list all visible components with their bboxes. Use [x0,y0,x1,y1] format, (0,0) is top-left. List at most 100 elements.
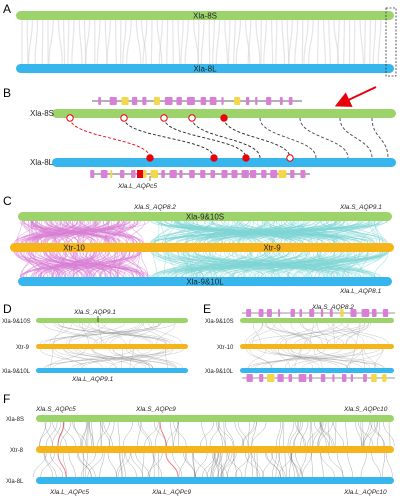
panel-f-link-top [209,421,221,447]
panel-e-link-top [356,322,361,345]
panel-d-link-bottom [50,348,54,369]
panel-a-link [158,19,163,65]
panel-b: B Xla-8S Xla-8L Xla.L_AQPc5 [3,86,396,190]
panel-f-gene-bottom-3: Xla.L_AQPc10 [343,489,387,496]
panel-f-link-bottom [290,452,298,478]
panel-a-link [78,19,83,65]
panel-f-link-top [60,421,71,447]
panel-e-top-gene [290,309,295,317]
panel-d-link-bottom [63,348,174,369]
panel-f-gene-top-3: Xla.S_AQPc10 [343,406,388,413]
panel-c-link-bottom-right [358,251,369,278]
panel-f-link-top [377,421,380,447]
panel-e-top-gene [350,309,357,317]
panel-e-chr-label-bottom: Xla-9&10L [205,369,234,375]
panel-f-link-bottom [178,452,187,478]
panel-a-link [200,19,205,65]
panel-d-link-bottom [52,348,134,369]
panel-a: A Xla-8S Xla-8L [3,2,397,77]
panel-f-link-bottom [183,452,196,478]
panel-b-marker-top [160,114,168,122]
panel-e-link-top [290,322,308,345]
panel-f-link-top [62,421,76,447]
panel-b-top-gene [142,97,147,105]
panel-f-link-top [200,421,215,447]
panel-c-link-top-left [24,220,123,244]
panel-a-bottom-chr-label: Xla-8L [193,65,217,74]
panel-c-link-top-left [28,220,31,244]
panel-c-link-bottom-right [354,251,384,278]
panel-c-link-top-left [105,220,134,244]
panel-c-link-bottom-right [188,251,193,278]
panel-f-link-top [170,421,174,447]
panel-d-gene-top: Xla.S_AQP9.1 [73,309,116,316]
panel-f-link-bottom [50,452,64,478]
panel-b-label: B [3,86,11,100]
panel-b-bottom-gene [290,170,295,178]
panel-b-bottom-gene [100,170,108,178]
panel-f-link-top [138,421,150,447]
panel-a-link [245,19,251,65]
panel-b-top-genes [98,97,293,105]
panel-d-bottom-chromosome [36,368,188,373]
panel-c-link-top-left [77,220,92,244]
panel-a-link [235,19,241,65]
panel-d-chr-label-top: Xla-9&10S [2,319,31,325]
panel-b-bottom-gene [250,170,257,178]
panel-f-link-top [144,421,159,447]
panel-c-link-top-left [51,220,130,244]
panel-f-link-bottom [328,452,344,478]
panel-c-link-top-left [23,220,42,244]
panel-d-link-bottom [129,348,134,369]
panel-e-top-gene [320,309,324,317]
panel-c-link-top-right [245,220,304,244]
panel-a-link [271,19,274,65]
panel-d-link-top [98,322,102,345]
panel-f-link-top [279,421,283,447]
panel-b-bottom-gene [131,170,136,178]
panel-d-link-bottom [54,348,117,369]
panel-e-bottom-gene [332,374,335,382]
panel-d-link-top [53,322,125,345]
panel-c-link-top-right [368,220,378,244]
panel-e-top-gene [340,309,344,317]
panel-c-link-top-right [273,220,283,244]
panel-c-link-bottom-left [16,251,66,278]
panel-f-link-top [319,421,333,447]
panel-e-chr-label-mid: Xtr-10 [217,345,234,351]
panel-f-link-bottom [87,452,103,478]
panel-c-link-bottom-right [181,251,290,278]
panel-b-bottom-gene [210,170,216,178]
panel-d-link-bottom [77,348,153,369]
panel-f-link-top [72,421,87,447]
panel-c-link-bottom-left [48,251,146,278]
panel-f-gene-bottom-2: Xla.L_AQPc9 [151,489,191,496]
panel-c-link-top-left [55,220,143,244]
panel-c-link-bottom-right [195,251,230,278]
panel-f-link-bottom [80,452,96,478]
panel-e-bottom-gene [277,374,284,382]
panel-e-gene-top: Xla.S_AQP8.2 [311,304,354,311]
panel-c-link-bottom-right [157,251,204,278]
panel-f-link-bottom [290,452,295,478]
panel-c-link-top-left [42,220,75,244]
panel-c-top-chromosome [18,212,392,221]
panel-e-link-top [261,322,332,345]
panel-c-link-bottom-left [117,251,138,278]
panel-f-link-top [45,421,58,447]
panel-e-top-gene [371,309,377,317]
panel-b-marker-bottom [286,154,294,162]
panel-f-link-bottom [158,452,160,478]
panel-e-link-bottom [265,348,379,369]
panel-f-link-bottom [152,452,162,478]
panel-f-link-bottom [141,452,145,478]
panel-e-link-bottom [347,348,362,369]
panel-c-gene-label-aqp9-1: Xla.S_AQP9.1 [339,204,382,211]
panel-e-top-gene [246,309,252,317]
panel-a-link [288,19,293,65]
panel-b-top-gene [255,97,258,105]
panel-c-link-bottom-left [140,251,149,278]
panel-f-link-top [287,421,295,447]
panel-b-link [299,117,349,159]
